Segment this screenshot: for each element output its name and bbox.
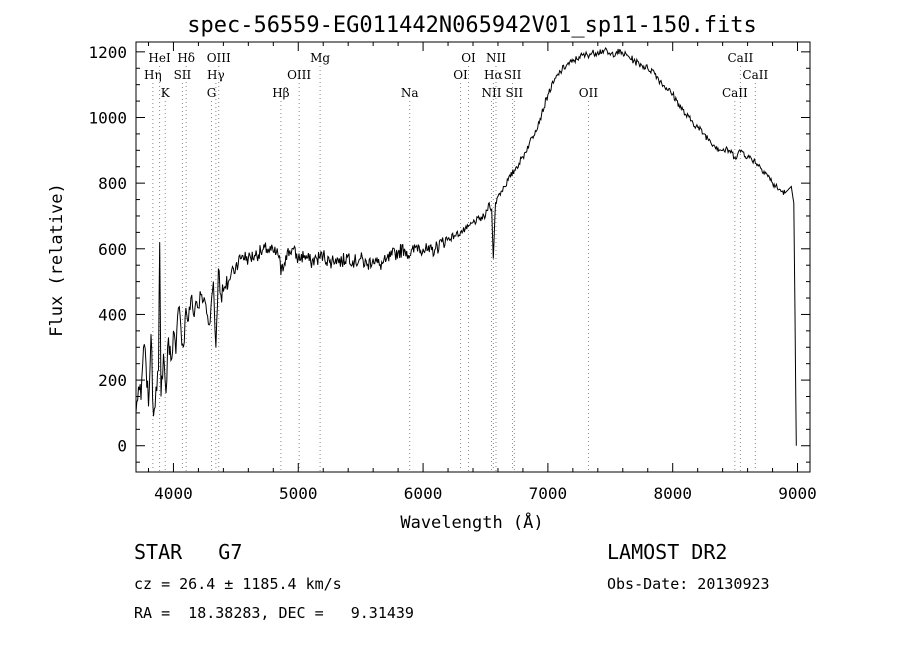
emission-line-label: Mg [310,51,330,65]
x-tick-label: 5000 [279,484,318,503]
emission-line-label: OI [453,68,468,82]
plot-frame [135,41,811,473]
emission-line-label: CaII [742,68,768,82]
emission-line-label: SII [174,68,192,82]
y-axis-label: Flux (relative) [47,183,67,337]
sky-coordinates: RA = 18.38283, DEC = 9.31439 [134,604,414,622]
x-tick-label: 4000 [154,484,193,503]
y-tick-label: 1200 [88,43,127,62]
y-tick-label: 400 [98,305,127,324]
y-tick-label: 1000 [88,108,127,127]
survey-name: LAMOST DR2 [607,540,728,564]
object-class: STAR G7 [134,540,243,564]
emission-line-label: Hγ [207,68,225,82]
emission-line-label: Hδ [177,51,195,65]
y-tick-label: 600 [98,240,127,259]
emission-line-label: NII [481,86,501,100]
emission-line-label: K [161,86,171,100]
y-tick-label: 0 [117,437,127,456]
emission-line-label: G [207,86,217,100]
x-tick-label: 7000 [529,484,568,503]
emission-line-label: HeI [148,51,171,65]
emission-line-label: OI [461,51,476,65]
x-axis-label: Wavelength (Å) [400,511,543,533]
emission-line-label: OIII [287,68,311,82]
emission-line-label: Hα [484,68,503,82]
emission-line-label: OIII [207,51,231,65]
emission-line-label: Hη [144,68,162,82]
y-tick-label: 800 [98,174,127,193]
observation-date: Obs-Date: 20130923 [607,575,770,593]
spectrum-chart: spec-56559-EG011442N065942V01_sp11-150.f… [47,13,817,533]
redshift-value: cz = 26.4 ± 1185.4 km/s [134,575,342,593]
emission-line-label: CaII [722,86,748,100]
x-tick-label: 6000 [404,484,443,503]
emission-line-label: CaII [727,51,753,65]
emission-line-label: SII [504,68,522,82]
emission-line-label: OII [579,86,599,100]
spectrum-line [135,47,797,446]
emission-line-label: Na [401,86,419,100]
x-tick-label: 8000 [653,484,692,503]
x-tick-label: 9000 [778,484,817,503]
emission-line-label: Hβ [272,86,289,100]
y-tick-label: 200 [98,371,127,390]
chart-title: spec-56559-EG011442N065942V01_sp11-150.f… [187,13,757,38]
emission-line-label: SII [505,86,523,100]
emission-line-label: NII [486,51,506,65]
